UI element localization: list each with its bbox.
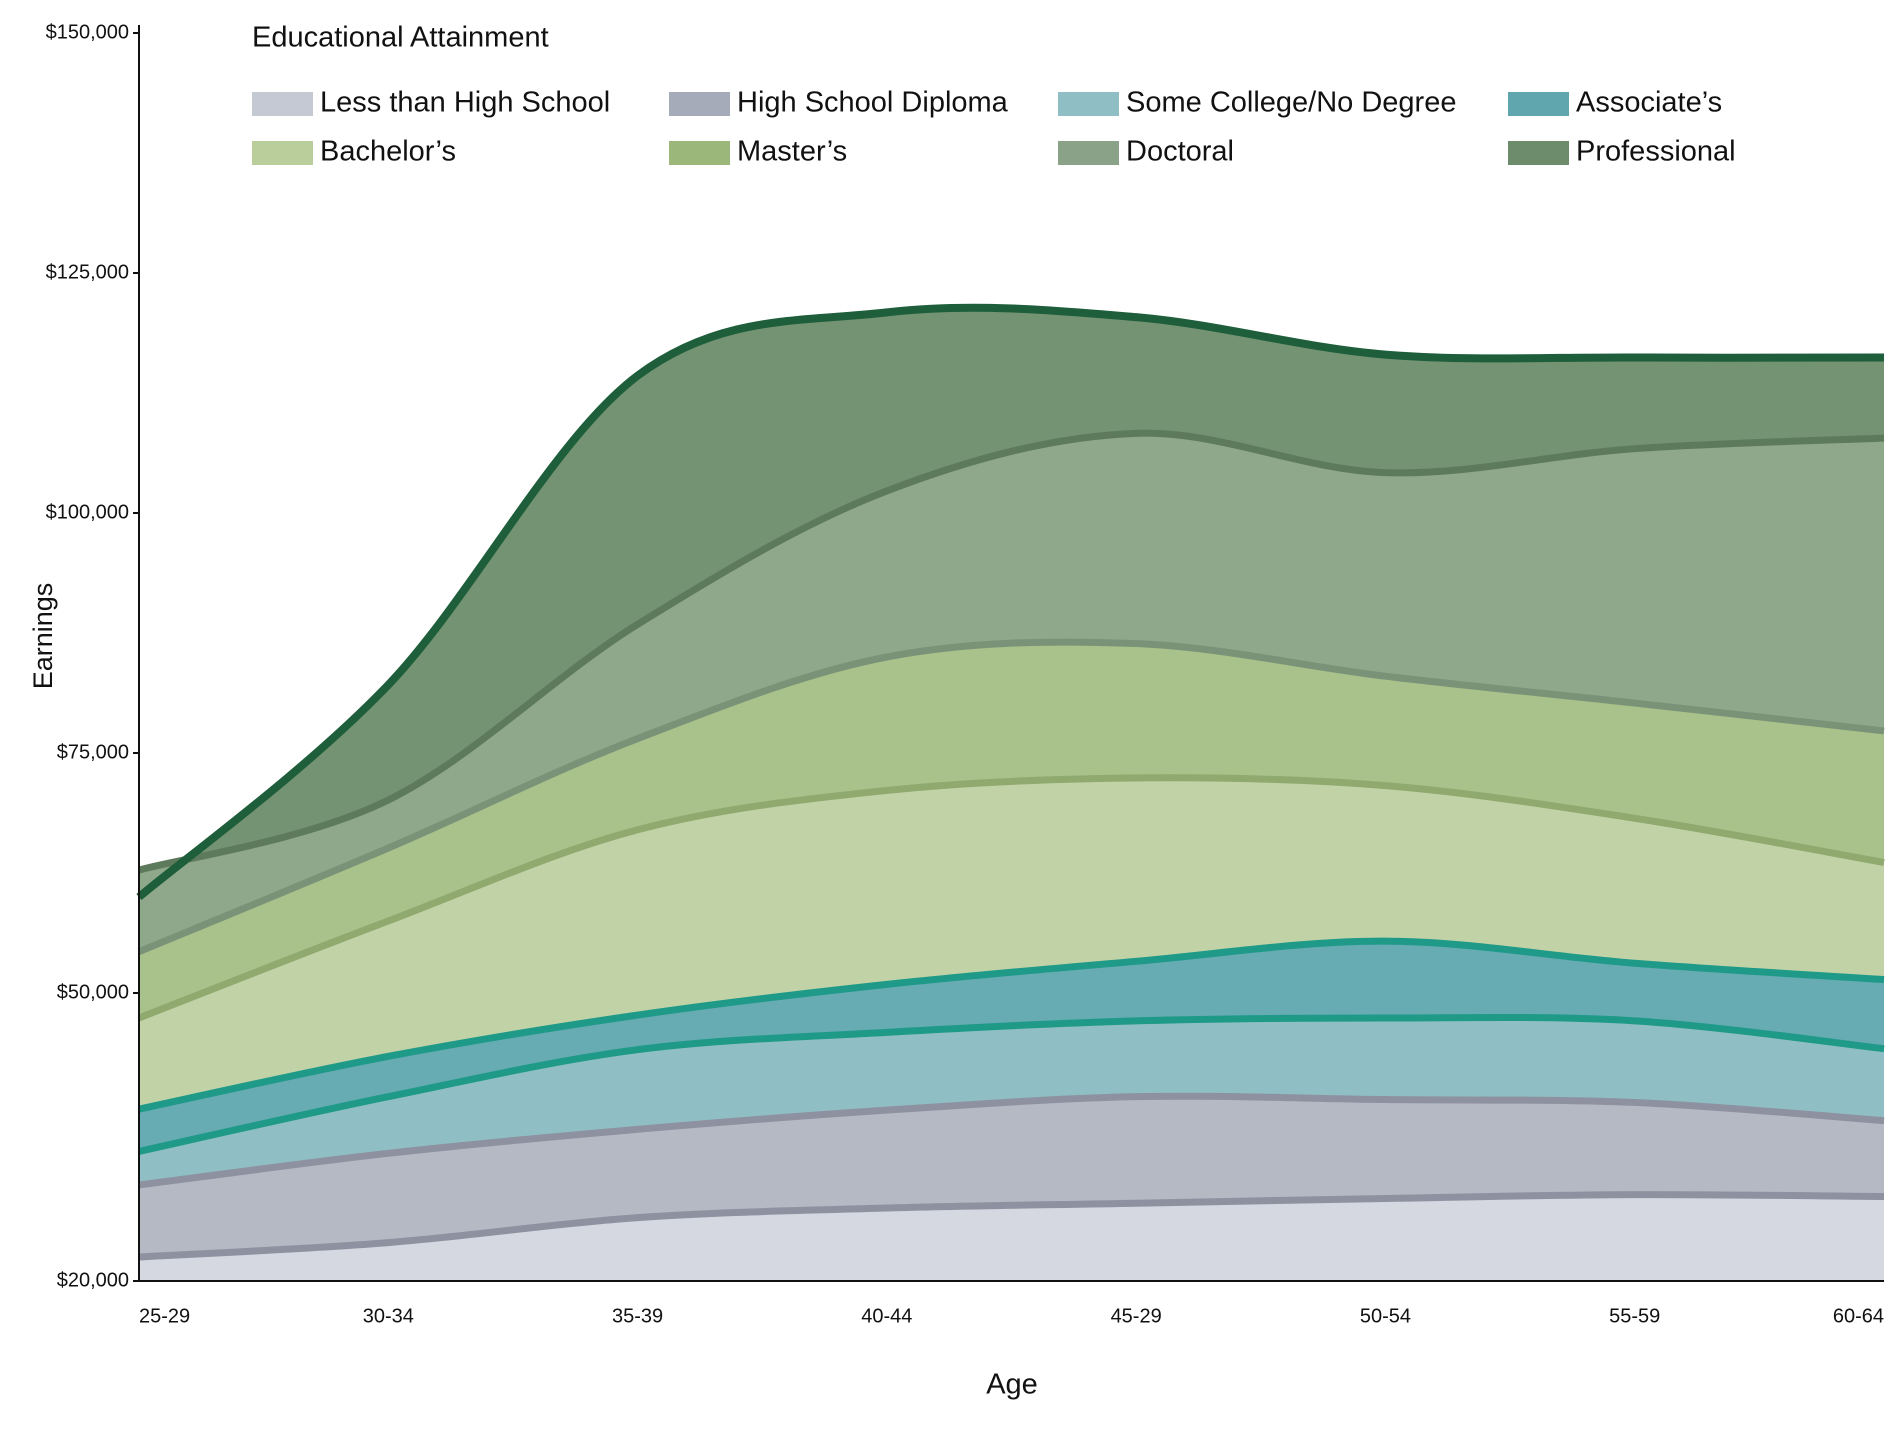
x-tick-label: 55-59 xyxy=(1609,1305,1660,1327)
legend-label: Doctoral xyxy=(1126,136,1234,168)
line xyxy=(138,1191,1885,1261)
legend-label: Less than High School xyxy=(320,87,610,119)
line xyxy=(137,774,1885,1022)
x-axis-title: Age xyxy=(986,1369,1038,1401)
y-tick-label: $100,000 xyxy=(46,501,129,523)
y-tick-label: $125,000 xyxy=(46,261,129,283)
legend-swatch xyxy=(252,141,313,165)
legend-label: Master’s xyxy=(737,136,847,168)
line xyxy=(136,303,1885,901)
x-tick-label: 25-29 xyxy=(139,1305,190,1327)
legend-label: Bachelor’s xyxy=(320,136,456,168)
legend-swatch xyxy=(1058,92,1119,116)
legend-title: Educational Attainment xyxy=(252,22,549,54)
x-tick-label: 35-39 xyxy=(612,1305,663,1327)
y-tick-label: $75,000 xyxy=(57,741,129,763)
legend-swatch xyxy=(1508,141,1569,165)
legend-label: Some College/No Degree xyxy=(1126,87,1456,119)
y-axis-title: Earnings xyxy=(28,583,58,690)
x-tick-label: 60-64 xyxy=(1833,1305,1884,1327)
legend-swatch xyxy=(669,92,730,116)
line xyxy=(138,1013,1885,1155)
legend-swatch xyxy=(1508,92,1569,116)
x-tick-label: 50-54 xyxy=(1360,1305,1411,1327)
line xyxy=(138,1092,1885,1189)
y-tick-label: $20,000 xyxy=(57,1269,129,1291)
legend-label: High School Diploma xyxy=(737,87,1009,119)
areas xyxy=(139,307,1884,1281)
x-tick-label: 40-44 xyxy=(861,1305,912,1327)
y-tick-label: $150,000 xyxy=(46,21,129,43)
line xyxy=(137,638,1885,955)
legend-swatch xyxy=(669,141,730,165)
x-tick-label: 45-29 xyxy=(1111,1305,1162,1327)
y-tick-label: $50,000 xyxy=(57,981,129,1003)
lines xyxy=(136,303,1885,1261)
area xyxy=(139,1194,1884,1281)
legend-swatch xyxy=(1058,141,1119,165)
line xyxy=(138,429,1885,874)
x-tick-label: 30-34 xyxy=(363,1305,414,1327)
legend-label: Professional xyxy=(1576,136,1736,168)
line xyxy=(138,937,1885,1113)
legend-swatch xyxy=(252,92,313,116)
legend-label: Associate’s xyxy=(1576,87,1722,119)
